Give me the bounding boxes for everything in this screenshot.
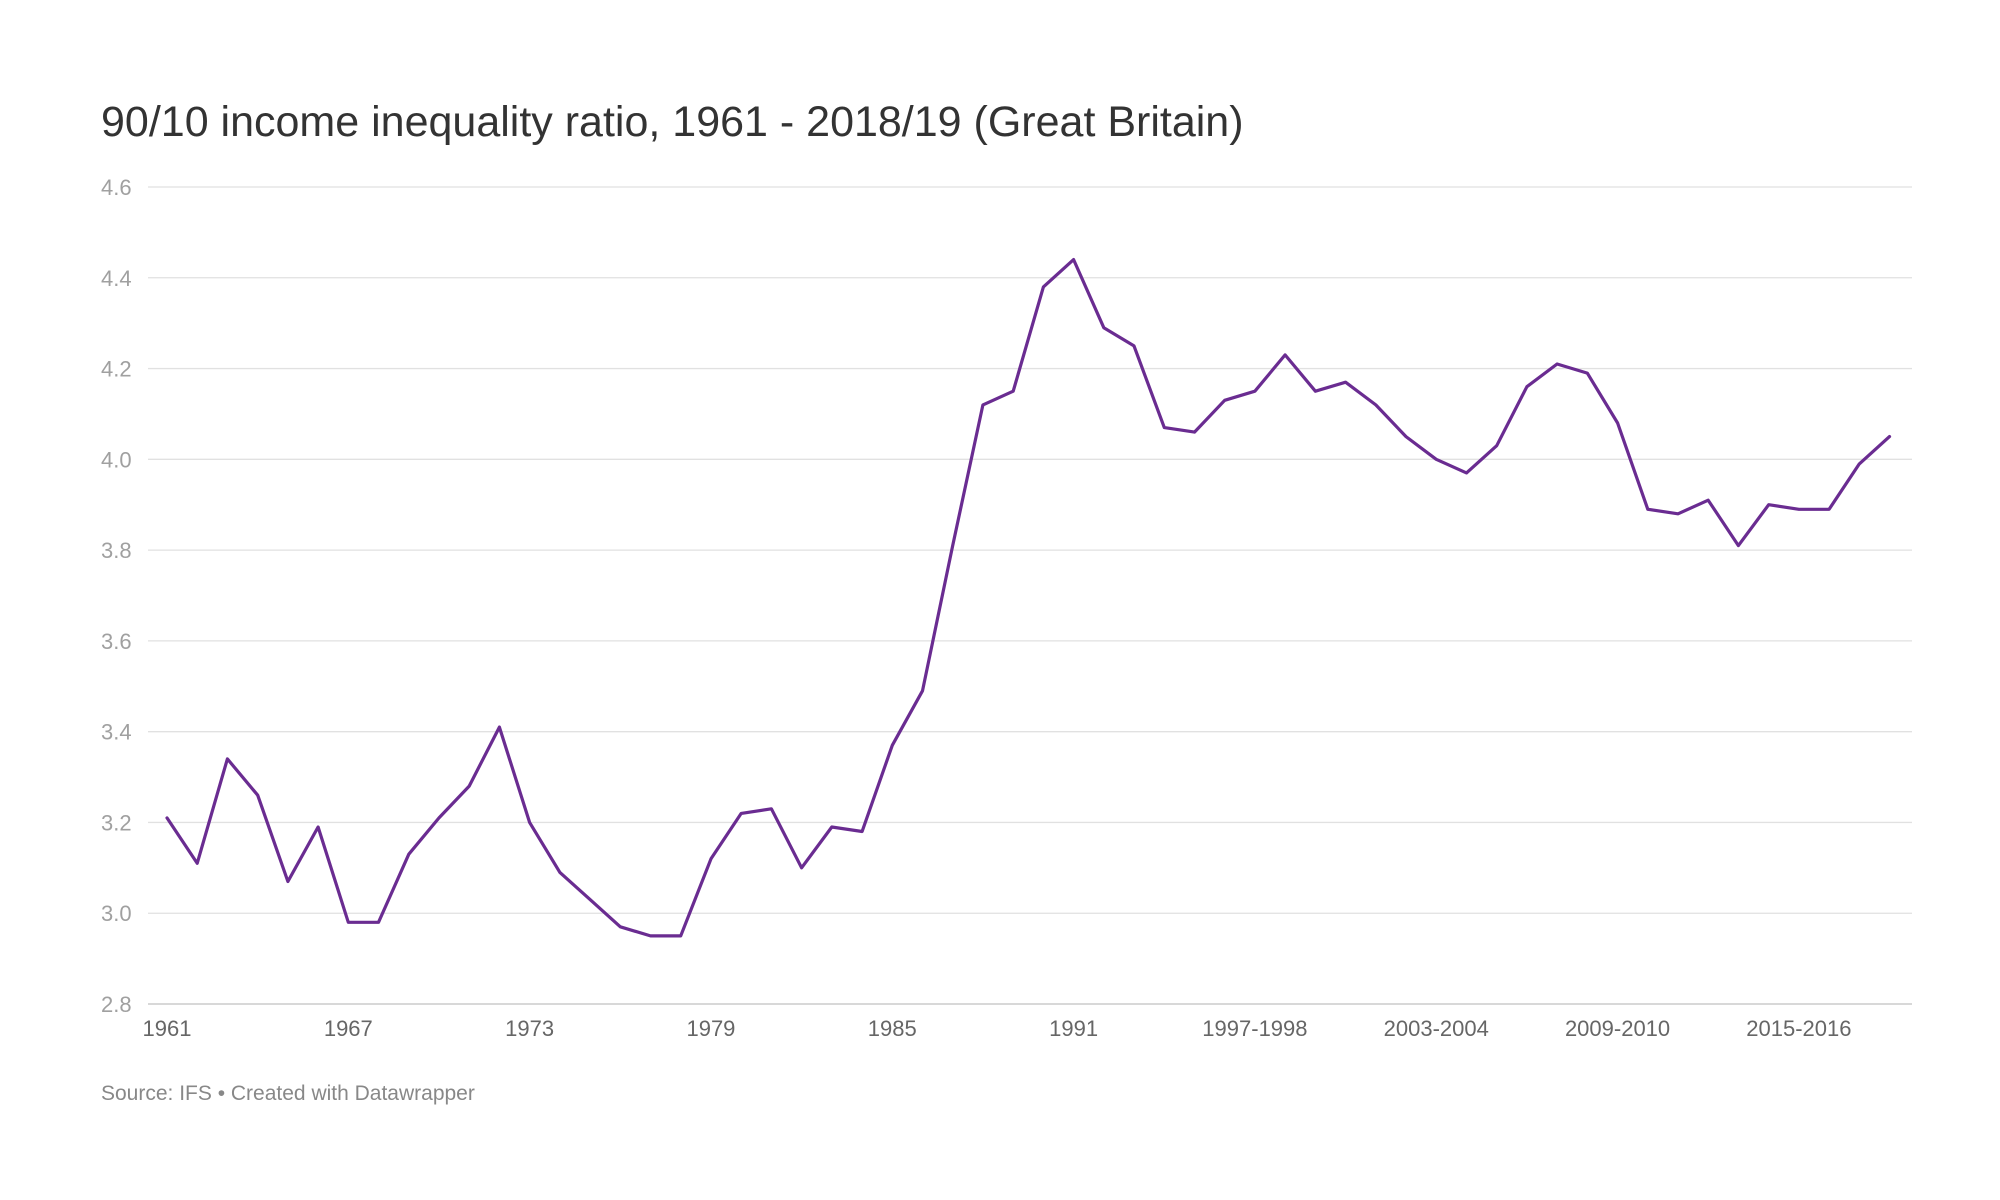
y-tick-label: 3.6 xyxy=(101,629,132,654)
chart-title: 90/10 income inequality ratio, 1961 - 20… xyxy=(101,98,1244,146)
x-tick-label: 1967 xyxy=(324,1016,373,1041)
y-tick-label: 4.4 xyxy=(101,266,132,291)
x-tick-label: 1961 xyxy=(143,1016,192,1041)
y-axis-tick-labels: 4.6 4.4 4.2 4.0 3.8 3.6 3.4 3.2 3.0 2.8 xyxy=(101,175,132,1017)
x-tick-label: 1991 xyxy=(1049,1016,1098,1041)
x-tick-label: 1979 xyxy=(686,1016,735,1041)
y-tick-label: 3.0 xyxy=(101,901,132,926)
x-tick-label: 2015-2016 xyxy=(1746,1016,1851,1041)
series-layer xyxy=(165,258,1892,938)
gridlines xyxy=(148,186,1912,1005)
x-tick-label: 1997-1998 xyxy=(1202,1016,1307,1041)
chart-source-note: Source: IFS • Created with Datawrapper xyxy=(101,1082,475,1105)
x-tick-label: 1985 xyxy=(868,1016,917,1041)
y-tick-label: 3.4 xyxy=(101,720,132,745)
x-axis-tick-labels: 1961 1967 1973 1979 1985 1991 1997-1998 2003-20… xyxy=(143,1016,1852,1041)
y-tick-label: 3.8 xyxy=(101,538,132,563)
x-tick-label: 2009-2010 xyxy=(1565,1016,1670,1041)
y-tick-label: 4.2 xyxy=(101,357,132,382)
y-tick-label: 4.6 xyxy=(101,175,132,200)
y-tick-label: 4.0 xyxy=(101,447,132,472)
y-tick-label: 2.8 xyxy=(101,992,132,1017)
series-line xyxy=(165,258,1892,938)
x-tick-label: 2003-2004 xyxy=(1384,1016,1489,1041)
y-tick-label: 3.2 xyxy=(101,810,132,835)
x-tick-label: 1973 xyxy=(505,1016,554,1041)
